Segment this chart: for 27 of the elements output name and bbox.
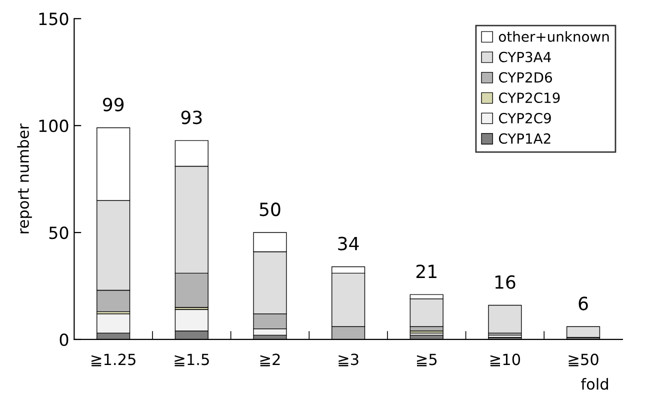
y-tick-label: 0: [60, 333, 68, 346]
x-tick-label: ≧10: [490, 354, 520, 366]
y-tick-label: 100: [39, 120, 68, 132]
y-axis-title: report number: [17, 123, 32, 234]
total-label: 93: [181, 110, 202, 124]
x-tick-label: ≧1.5: [174, 354, 209, 366]
y-tick-label: 50: [49, 226, 68, 240]
x-tick-label: ≧50: [568, 354, 598, 366]
x-tick-label: ≧5: [416, 354, 437, 366]
bar: [488, 304, 522, 334]
x-axis-title: fold: [581, 378, 608, 390]
y-tick-label: 150: [39, 12, 68, 26]
total-label: 6: [578, 296, 588, 310]
total-label: 99: [102, 98, 124, 112]
legend-label: CYP2D6: [498, 72, 552, 83]
total-label: 21: [416, 264, 436, 278]
total-label: 50: [260, 202, 280, 216]
legend-label: CYP2C19: [498, 92, 560, 104]
x-tick-label: ≧3: [338, 354, 358, 366]
total-label: 16: [495, 275, 516, 289]
x-tick-label: ≧2: [260, 354, 280, 366]
legend-label: CYP3A4: [498, 52, 551, 62]
legend-label: CYP1A2: [498, 133, 550, 144]
total-label: 34: [338, 236, 359, 250]
legend-label: CYP2C9: [498, 112, 551, 124]
legend-label: other+unknown: [498, 31, 609, 42]
x-tick-label: ≧1.25: [92, 354, 136, 366]
